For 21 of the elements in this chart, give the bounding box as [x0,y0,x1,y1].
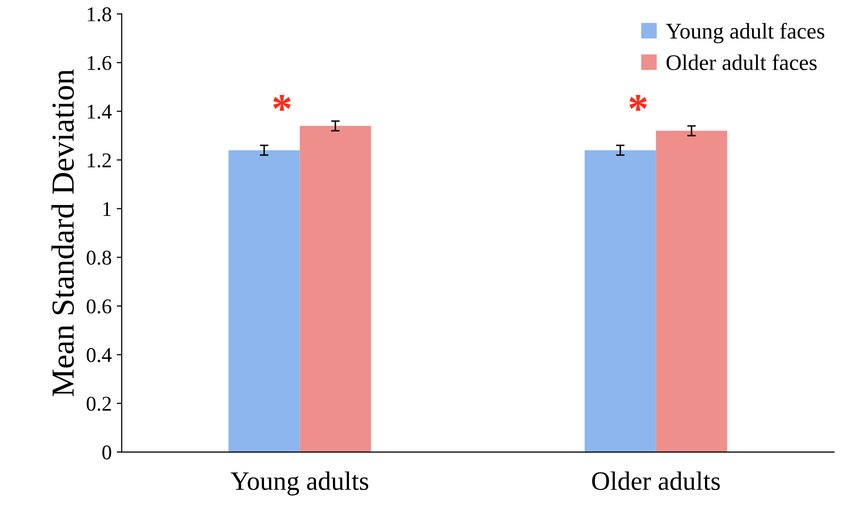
y-tick-label: 1.8 [88,7,112,22]
y-tick-label: 0.8 [86,250,112,265]
x-tick-label: Older adults [592,471,720,490]
y-tick-label: 0.4 [86,348,112,362]
legend-label: Older adult faces [666,54,817,70]
x-tick-label: Young adults [230,471,368,496]
y-tick-label: 1 [103,202,111,216]
y-tick-label: 0.2 [86,396,111,411]
legend-label: Young adult faces [666,22,824,44]
bar [584,150,656,452]
y-tick-label: 1.2 [88,153,111,168]
annotation: * [629,95,647,111]
y-axis-title: Mean Standard Deviation [51,69,74,396]
bar [300,126,371,452]
y-tick-label: 0.6 [86,299,112,314]
y-tick-label: 0 [102,445,112,460]
y-tick-label: 1.6 [88,56,112,70]
bar [228,150,300,452]
y-tick-label: 1.4 [88,104,112,119]
annotation: * [273,95,291,111]
bar [656,130,728,452]
